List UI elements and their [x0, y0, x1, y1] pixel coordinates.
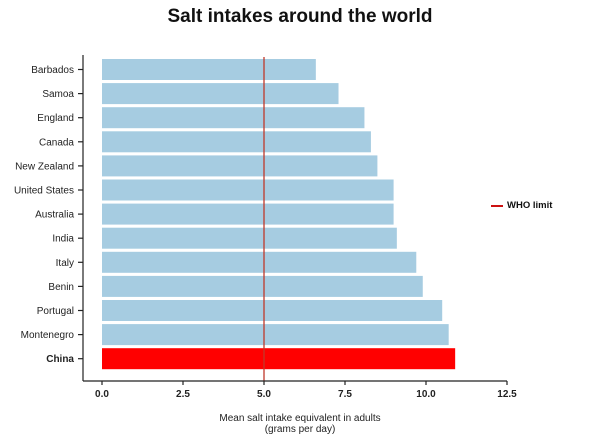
bar-new-zealand: [102, 155, 378, 177]
x-tick-label: 5.0: [257, 389, 271, 400]
y-tick-label: Benin: [48, 282, 74, 293]
legend-label-who-limit: WHO limit: [507, 200, 553, 211]
x-tick-label: 0.0: [95, 389, 109, 400]
y-tick-label: United States: [14, 186, 74, 197]
x-tick-label: 7.5: [338, 389, 352, 400]
y-tick-label: India: [52, 234, 74, 245]
bar-barbados: [102, 59, 316, 80]
bar-england: [102, 107, 365, 129]
y-tick-label: Montenegro: [21, 330, 75, 341]
x-axis-label: Mean salt intake equivalent in adults (g…: [219, 413, 381, 435]
y-tick-label: England: [37, 113, 74, 124]
bar-italy: [102, 251, 417, 273]
y-tick-label: Portugal: [37, 306, 74, 317]
bar-montenegro: [102, 324, 449, 346]
bar-india: [102, 227, 397, 249]
bar-australia: [102, 203, 394, 225]
y-tick-label: Italy: [56, 258, 74, 269]
bar-china: [102, 348, 456, 370]
y-tick-label: Australia: [35, 210, 74, 221]
bar-portugal: [102, 300, 443, 321]
who-limit-line-icon: [491, 204, 503, 207]
bar-benin: [102, 275, 423, 297]
y-tick-label: Canada: [39, 137, 74, 148]
bar-samoa: [102, 83, 339, 105]
y-tick-label: Barbados: [31, 65, 74, 76]
chart-title: Salt intakes around the world: [167, 6, 433, 27]
bar-canada: [102, 131, 371, 153]
x-tick-label: 10.0: [416, 389, 436, 400]
bar-united-states: [102, 179, 394, 201]
legend: WHO limit: [491, 200, 552, 211]
x-tick-label: 2.5: [176, 389, 190, 400]
y-tick-label: China: [46, 354, 74, 365]
y-tick-label: New Zealand: [15, 161, 74, 172]
x-tick-label: 12.5: [497, 389, 517, 400]
y-tick-label: Samoa: [42, 89, 74, 100]
